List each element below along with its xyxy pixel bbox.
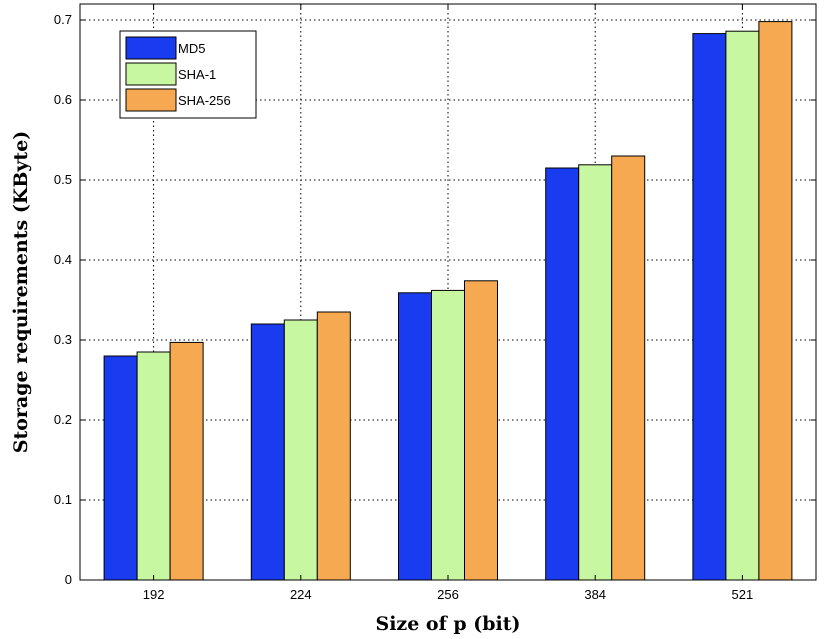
bar-md5-224	[250, 323, 285, 581]
legend-label: SHA-256	[178, 93, 231, 108]
legend: MD5 SHA-1 SHA-256	[119, 30, 257, 119]
y-tick-label: 0.2	[54, 412, 72, 427]
y-tick-label: 0.6	[54, 92, 72, 107]
bar-md5-256	[398, 292, 432, 581]
bar-md5-384	[545, 167, 580, 581]
x-tick-label: 521	[732, 587, 754, 602]
x-tick-label: 256	[437, 587, 459, 602]
legend-swatch	[125, 88, 177, 112]
bar-sha-256-521	[758, 21, 793, 581]
y-tick-label: 0.5	[54, 172, 72, 187]
x-tick-label: 384	[584, 587, 606, 602]
y-tick-label: 0	[65, 572, 72, 587]
x-tick-label: 192	[143, 587, 165, 602]
bar-sha-256-256	[464, 280, 498, 581]
x-tick-labels: 192 224 256 384 521	[143, 587, 754, 602]
legend-label: SHA-1	[178, 67, 216, 82]
bar-md5-521	[692, 33, 727, 581]
bar-sha-256-192	[169, 341, 204, 581]
legend-swatch	[125, 62, 177, 86]
bar-sha-1-224	[283, 319, 318, 581]
bar-sha-1-256	[431, 289, 465, 581]
bar-sha-1-521	[725, 30, 760, 581]
y-tick-label: 0.7	[54, 12, 72, 27]
y-axis-title: Storage requirements (KByte)	[10, 131, 32, 454]
bar-sha-256-224	[316, 311, 351, 581]
y-tick-label: 0.1	[54, 492, 72, 507]
x-tick-label: 224	[290, 587, 312, 602]
legend-label: MD5	[178, 41, 205, 56]
bar-sha-256-384	[611, 155, 646, 581]
bars	[103, 21, 793, 581]
legend-swatch	[125, 36, 177, 60]
y-tick-labels: 0 0.1 0.2 0.3 0.4 0.5 0.6 0.7	[54, 12, 72, 587]
bar-md5-192	[103, 355, 138, 581]
y-tick-label: 0.3	[54, 332, 72, 347]
bar-sha-1-384	[578, 164, 613, 581]
bar-sha-1-192	[136, 351, 171, 581]
axis-ticks	[80, 4, 816, 581]
x-axis-title: Size of p (bit)	[375, 613, 520, 635]
y-tick-label: 0.4	[54, 252, 72, 267]
